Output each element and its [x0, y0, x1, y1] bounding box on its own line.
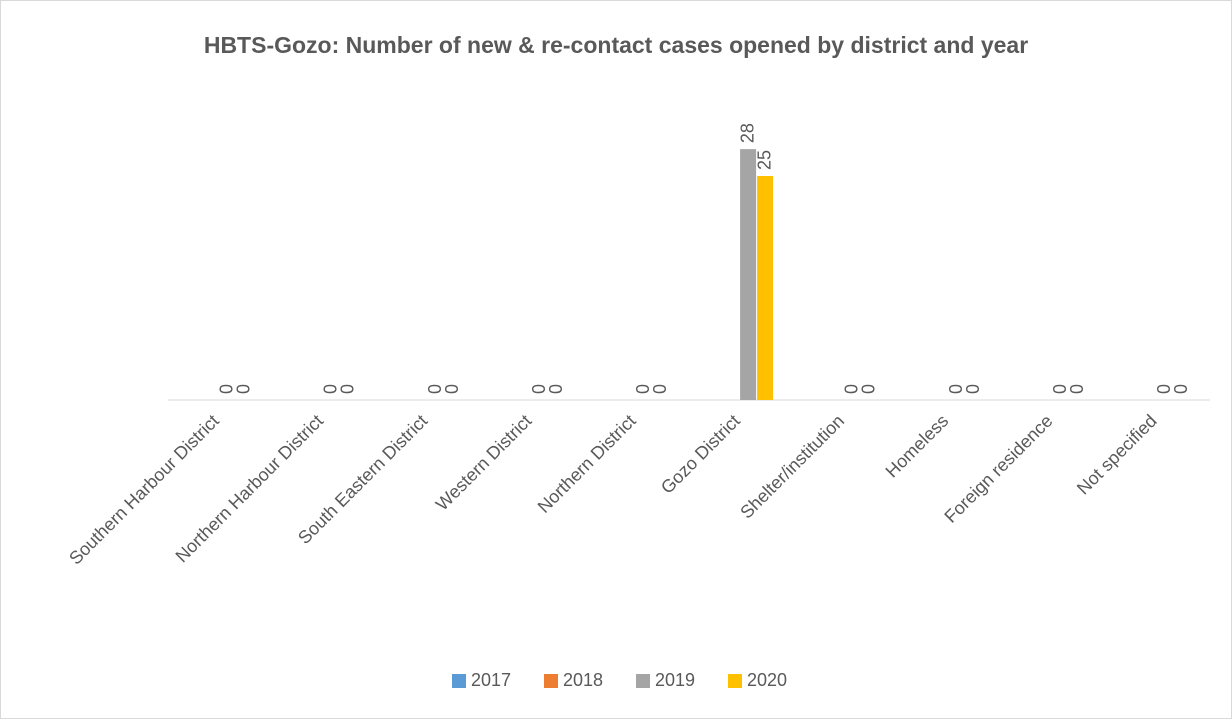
legend-swatch: [728, 674, 742, 688]
data-label: 0: [1067, 384, 1087, 394]
data-label: 0: [233, 384, 253, 394]
data-label: 0: [842, 384, 862, 394]
data-label: 0: [963, 384, 983, 394]
legend-label: 2019: [655, 670, 695, 690]
data-label: 0: [321, 384, 341, 394]
data-label: 0: [946, 384, 966, 394]
data-label: 28: [737, 123, 757, 143]
bar: [757, 176, 774, 400]
legend-label: 2020: [747, 670, 787, 690]
data-label: 0: [546, 384, 566, 394]
data-label: 0: [650, 384, 670, 394]
data-label: 0: [425, 384, 445, 394]
data-label: 0: [529, 384, 549, 394]
chart-title: HBTS-Gozo: Number of new & re-contact ca…: [203, 32, 1029, 58]
data-label: 0: [633, 384, 653, 394]
data-label: 0: [216, 384, 236, 394]
data-label: 0: [1154, 384, 1174, 394]
data-label: 0: [338, 384, 358, 394]
data-label: 0: [1050, 384, 1070, 394]
data-label: 0: [859, 384, 879, 394]
legend-swatch: [636, 674, 650, 688]
legend-label: 2018: [563, 670, 603, 690]
legend-swatch: [544, 674, 558, 688]
bar: [740, 149, 757, 400]
data-label: 25: [754, 150, 774, 170]
data-label: 0: [1171, 384, 1191, 394]
legend-label: 2017: [471, 670, 511, 690]
legend-swatch: [452, 674, 466, 688]
data-label: 0: [442, 384, 462, 394]
